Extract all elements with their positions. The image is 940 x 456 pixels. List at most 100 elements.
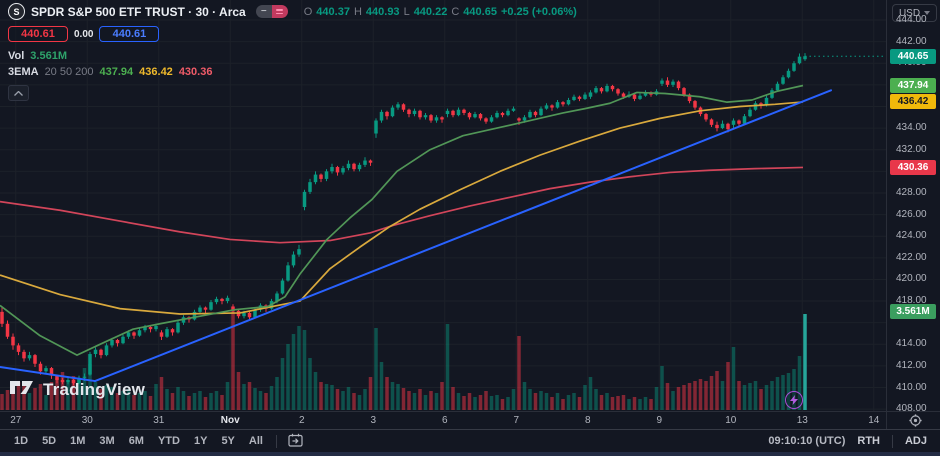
collapse-legend-button[interactable] [8, 85, 29, 101]
candle [445, 108, 450, 118]
volume-bar [291, 334, 296, 410]
currency-selector[interactable]: USD [892, 4, 937, 22]
ema200-line[interactable] [0, 166, 804, 244]
candle [423, 112, 428, 120]
volume-bar [544, 393, 549, 410]
axis-settings-gear-icon[interactable] [909, 414, 922, 432]
candle [797, 53, 802, 65]
volume-bar [220, 395, 224, 410]
candle [27, 351, 32, 361]
ema50-value: 436.42 [139, 66, 173, 78]
candle [22, 349, 26, 362]
volume-bar [434, 393, 439, 410]
candle [478, 112, 483, 121]
calendar-icon [288, 433, 303, 447]
price-tick-label: 420.00 [896, 273, 927, 285]
sell-button[interactable]: 440.61 [8, 26, 68, 42]
volume-bar [0, 394, 4, 410]
candle [539, 106, 543, 117]
grid-layer [0, 0, 886, 411]
ema50-line[interactable] [0, 101, 804, 315]
candle [214, 296, 219, 305]
range-button-1m[interactable]: 1M [70, 435, 86, 447]
clock[interactable]: 09:10:10 (UTC) [768, 435, 846, 447]
price-tick-label: 414.00 [896, 338, 927, 350]
range-button-all[interactable]: All [248, 435, 263, 447]
volume-bar [429, 391, 433, 410]
candle [77, 375, 81, 385]
candle [781, 75, 785, 85]
volume-bar [236, 372, 241, 410]
range-button-ytd[interactable]: YTD [157, 435, 180, 447]
volume-bar [561, 399, 565, 410]
candle [440, 116, 444, 123]
buy-button[interactable]: 440.61 [99, 26, 160, 42]
adjustment-toggle[interactable]: ADJ [904, 435, 927, 447]
volume-bar [676, 387, 681, 410]
candle [704, 112, 708, 122]
range-button-5d[interactable]: 5D [42, 435, 57, 447]
volume-bar [742, 385, 747, 410]
candle [511, 106, 516, 112]
volume-bar [297, 326, 301, 410]
candlestick-chart[interactable] [0, 0, 886, 411]
range-button-1d[interactable]: 1D [14, 435, 29, 447]
connection-status-pill[interactable]: − [255, 5, 288, 18]
toolbar-right: 09:10:10 (UTC) RTH ADJ [763, 433, 932, 449]
volume-bar [533, 393, 538, 410]
trendline[interactable] [94, 89, 832, 383]
volume-bar [599, 395, 604, 410]
volume-bar [632, 397, 637, 410]
volume-bar [60, 372, 65, 410]
volume-bar [682, 385, 686, 410]
volume-bar [143, 391, 147, 410]
boost-button[interactable] [785, 391, 803, 409]
candle [60, 377, 65, 385]
trendline[interactable] [0, 366, 96, 383]
volume-bar [209, 393, 213, 410]
time-tick-label: Nov [220, 415, 240, 426]
chart-plot-area[interactable]: TradingView S SPDR S&P 500 ETF TRUST · 3… [0, 0, 886, 411]
last-price-badge: 440.65 [890, 48, 936, 64]
candle [165, 327, 169, 338]
candle [599, 87, 604, 94]
price-tick-label: 428.00 [896, 186, 927, 198]
candle [148, 325, 153, 333]
volume-legend-row[interactable]: Vol 3.561M [8, 49, 577, 63]
go-to-date-button[interactable] [284, 431, 307, 452]
volume-bar [588, 377, 593, 410]
volume-bar [698, 379, 703, 410]
volume-bar [44, 395, 48, 410]
open-label: O [303, 5, 313, 18]
close-label: C [451, 5, 460, 18]
volume-bar [451, 387, 455, 410]
ema20-line[interactable] [0, 84, 804, 356]
candle [324, 169, 329, 182]
volume-bar [308, 358, 312, 410]
symbol-title[interactable]: SPDR S&P 500 ETF TRUST · 30 · Arca [31, 4, 246, 19]
volume-bar [16, 382, 21, 410]
range-button-5y[interactable]: 5Y [221, 435, 235, 447]
volume-bar [71, 376, 76, 410]
volume-bar [198, 391, 202, 410]
volume-bar [467, 393, 472, 410]
range-button-3m[interactable]: 3M [99, 435, 115, 447]
volume-bar [401, 388, 406, 410]
range-button-1y[interactable]: 1Y [193, 435, 208, 447]
candle [572, 94, 576, 102]
candle [583, 92, 587, 100]
volume-legend-label: Vol [8, 50, 25, 62]
ema20-badge: 437.94 [890, 78, 936, 93]
volume-bar [335, 389, 340, 410]
volume-bar [203, 397, 208, 410]
currency-label: USD [898, 7, 921, 19]
time-tick-label: 14 [868, 415, 880, 426]
volume-bar [445, 324, 450, 410]
session-toggle[interactable]: RTH [857, 435, 880, 447]
price-scale[interactable]: USD 444.00442.00440.00434.00432.00428.00… [886, 0, 940, 429]
candle [528, 109, 532, 119]
volume-bar [357, 395, 362, 410]
time-axis[interactable]: 27 30 31 Nov 2 3 6 7 8 9 10 13 14 [0, 411, 886, 430]
range-button-6m[interactable]: 6M [128, 435, 144, 447]
ema-legend-row[interactable]: 3EMA 20 50 200 437.94 436.42 430.36 [8, 65, 577, 79]
